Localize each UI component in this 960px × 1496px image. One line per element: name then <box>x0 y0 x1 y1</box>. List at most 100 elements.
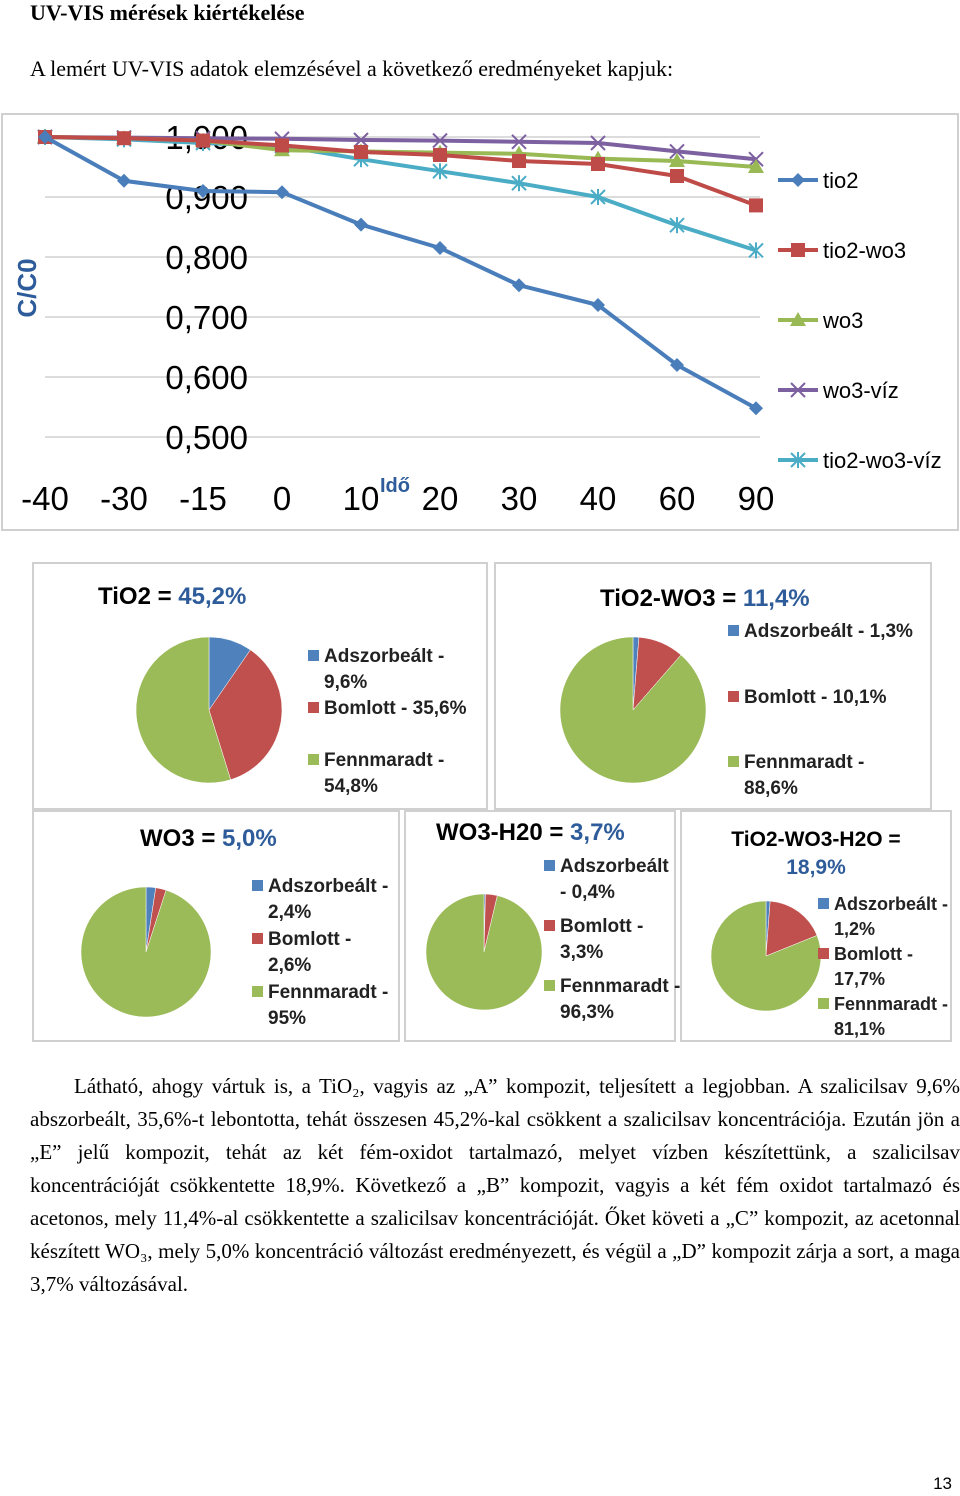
data-point-tio2-wo3-víz <box>590 189 606 205</box>
pie-slice <box>559 636 707 784</box>
legend-swatch <box>818 898 829 909</box>
legend-entry-adszorbealt: Adszorbeált - 0,4% <box>544 854 680 906</box>
legend-swatch <box>728 756 739 767</box>
pie-title: TiO2 = 45,2% <box>98 583 247 610</box>
marker-stroke <box>590 135 606 151</box>
body-paragraph: Látható, ahogy vártuk is, a TiO₂, vagyis… <box>30 1070 960 1301</box>
x-tick-label: 10 <box>343 480 380 517</box>
series-line-tio2 <box>44 135 757 410</box>
data-point-wo3-víz <box>432 132 448 149</box>
x-tick-label: 30 <box>501 480 538 517</box>
legend-marker <box>790 312 806 326</box>
legend-swatch <box>544 980 555 991</box>
legend-swatch <box>308 650 319 661</box>
marker-stroke <box>790 382 806 398</box>
marker-stroke <box>669 143 685 160</box>
legend-entry-bomlott: Bomlott - 3,3% <box>544 914 660 966</box>
legend-entry-adszorbealt: Adszorbeált - 1,2% <box>818 892 954 942</box>
pie-slice <box>135 636 231 784</box>
line-chart-svg: 1,0000,9000,8000,7000,6000,500-40-30-150… <box>1 113 959 531</box>
data-point-tio2 <box>591 298 605 312</box>
data-point-tio2-wo3-víz <box>669 217 685 234</box>
legend-entry-bomlott: Bomlott - 35,6% <box>308 696 489 722</box>
legend-label: wo3 <box>822 308 863 333</box>
pie-slice <box>425 893 543 1011</box>
pie-svg <box>80 886 212 1018</box>
data-point-tio2-wo3 <box>196 133 210 148</box>
legend-swatch <box>728 691 739 702</box>
x-tick-label: -30 <box>100 480 148 517</box>
y-axis-label: C/C0 <box>12 258 42 317</box>
pie-svg <box>135 636 283 784</box>
data-point-tio2-wo3-víz <box>748 242 764 259</box>
y-tick-label: 0,900 <box>165 179 248 216</box>
legend-entry-fennmaradt: Fennmaradt - 54,8% <box>308 748 489 800</box>
legend-swatch <box>818 948 829 959</box>
pie-chart-wo3-h20: WO3-H20 = 3,7% Adszorbeált - 0,4% Bomlot… <box>404 810 680 1042</box>
data-point-tio2-wo3 <box>512 154 526 168</box>
legend-entry-bomlott: Bomlott - 2,6% <box>252 927 378 979</box>
series-line-tio2-wo3 <box>44 135 757 208</box>
legend-entry-fennmaradt: Fennmaradt - 95% <box>252 980 403 1032</box>
marker-stroke <box>432 132 448 149</box>
legend-entry-fennmaradt: Fennmaradt - 88,6% <box>728 750 894 802</box>
pie-slice <box>710 900 822 1012</box>
data-point-tio2-wo3 <box>670 169 684 183</box>
legend-marker <box>791 173 805 187</box>
x-tick-label: 20 <box>422 480 459 517</box>
legend-label: wo3-víz <box>822 378 899 403</box>
data-point-wo3 <box>669 153 685 167</box>
legend-marker <box>790 452 806 468</box>
pie-chart-tio2-wo3: TiO2-WO3 = 11,4% Adszorbeált - 1,3% Boml… <box>494 562 932 810</box>
legend-swatch <box>308 702 319 713</box>
x-axis-label: Idő <box>380 475 410 497</box>
data-point-tio2 <box>512 278 526 293</box>
pie-title: WO3-H20 = 3,7% <box>436 819 625 846</box>
legend-entry-adszorbealt: Adszorbeált - 2,4% <box>252 874 398 926</box>
page-number: 13 <box>933 1474 952 1493</box>
x-tick-label: 40 <box>580 480 617 517</box>
pie-slice <box>80 886 212 1018</box>
pie-chart-tio2: TiO2 = 45,2% Adszorbeált - 9,6% Bomlott … <box>32 562 488 810</box>
legend-entry-adszorbealt: Adszorbeált - 1,3% <box>728 619 944 645</box>
data-point-wo3-víz <box>669 143 685 160</box>
pie-title: TiO2-WO3 = 11,4% <box>600 585 810 612</box>
data-point-wo3-víz <box>590 135 606 151</box>
paragraph-text: Látható, ahogy vártuk is, a TiO₂, vagyis… <box>30 1074 960 1296</box>
intro-sentence: A lemért UV-VIS adatok elemzésével a köv… <box>30 56 674 81</box>
legend-swatch <box>728 625 739 636</box>
legend-entry-bomlott: Bomlott - 10,1% <box>728 685 944 711</box>
legend-label: tio2 <box>823 168 858 193</box>
pie-title: TiO2-WO3-H2O = 18,9% <box>731 828 901 879</box>
data-point-tio2 <box>275 185 289 200</box>
legend-swatch <box>544 860 555 871</box>
legend-swatch <box>252 880 263 891</box>
legend-label: tio2-wo3 <box>823 238 906 263</box>
legend-swatch <box>252 986 263 997</box>
data-point-tio2 <box>354 217 368 232</box>
data-point-tio2-wo3 <box>433 148 447 162</box>
data-point-wo3-víz <box>353 132 369 148</box>
legend-swatch <box>544 920 555 931</box>
data-point-tio2 <box>433 241 447 255</box>
y-tick-label: 0,700 <box>165 299 248 336</box>
pie-svg <box>559 636 707 784</box>
pie-chart-tio2-wo3-h2o: TiO2-WO3-H2O = 18,9% Adszorbeált - 1,2% … <box>680 810 952 1042</box>
data-point-tio2 <box>38 130 52 144</box>
line-chart: 1,0000,9000,8000,7000,6000,500-40-30-150… <box>0 112 960 532</box>
x-tick-label: 60 <box>659 480 696 517</box>
legend-marker <box>791 243 805 257</box>
y-tick-label: 0,600 <box>165 359 248 396</box>
pie-svg <box>425 893 543 1011</box>
data-point-tio2-wo3 <box>117 131 131 146</box>
legend-entry-adszorbealt: Adszorbeált - 9,6% <box>308 644 489 696</box>
legend-swatch <box>252 933 263 944</box>
pie-chart-wo3: WO3 = 5,0% Adszorbeált - 2,4% Bomlott - … <box>32 810 400 1042</box>
data-point-tio2-wo3-víz <box>432 163 448 180</box>
data-point-tio2 <box>749 401 763 416</box>
legend-swatch <box>308 754 319 765</box>
data-point-tio2-wo3 <box>275 138 289 153</box>
x-tick-label: 90 <box>738 480 775 517</box>
data-point-tio2-wo3 <box>591 157 605 171</box>
legend-swatch <box>818 998 829 1009</box>
